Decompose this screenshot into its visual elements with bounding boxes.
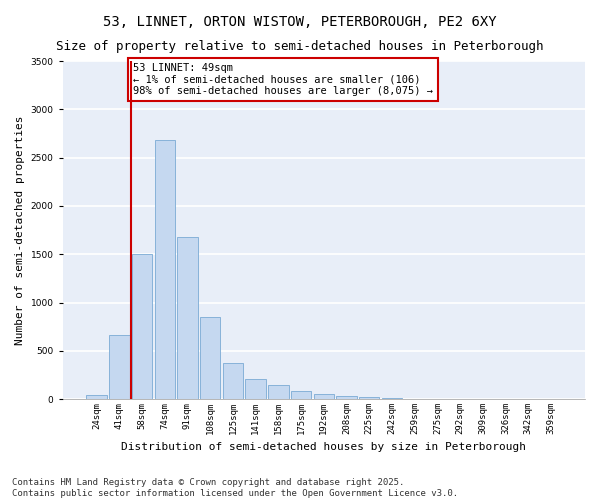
Bar: [268, 385, 289, 399]
Bar: [132, 254, 152, 399]
Bar: [336, 396, 357, 399]
Bar: [314, 394, 334, 399]
Bar: [177, 237, 197, 399]
Bar: [86, 396, 107, 399]
Bar: [382, 398, 402, 399]
Bar: [155, 140, 175, 399]
Bar: [245, 380, 266, 399]
Text: 53 LINNET: 49sqm
← 1% of semi-detached houses are smaller (106)
98% of semi-deta: 53 LINNET: 49sqm ← 1% of semi-detached h…: [133, 63, 433, 96]
Text: Size of property relative to semi-detached houses in Peterborough: Size of property relative to semi-detach…: [56, 40, 544, 53]
Bar: [200, 317, 220, 399]
Y-axis label: Number of semi-detached properties: Number of semi-detached properties: [15, 116, 25, 345]
X-axis label: Distribution of semi-detached houses by size in Peterborough: Distribution of semi-detached houses by …: [121, 442, 526, 452]
Bar: [291, 392, 311, 399]
Text: Contains HM Land Registry data © Crown copyright and database right 2025.
Contai: Contains HM Land Registry data © Crown c…: [12, 478, 458, 498]
Bar: [109, 336, 130, 399]
Bar: [359, 397, 379, 399]
Text: 53, LINNET, ORTON WISTOW, PETERBOROUGH, PE2 6XY: 53, LINNET, ORTON WISTOW, PETERBOROUGH, …: [103, 15, 497, 29]
Bar: [223, 364, 243, 399]
